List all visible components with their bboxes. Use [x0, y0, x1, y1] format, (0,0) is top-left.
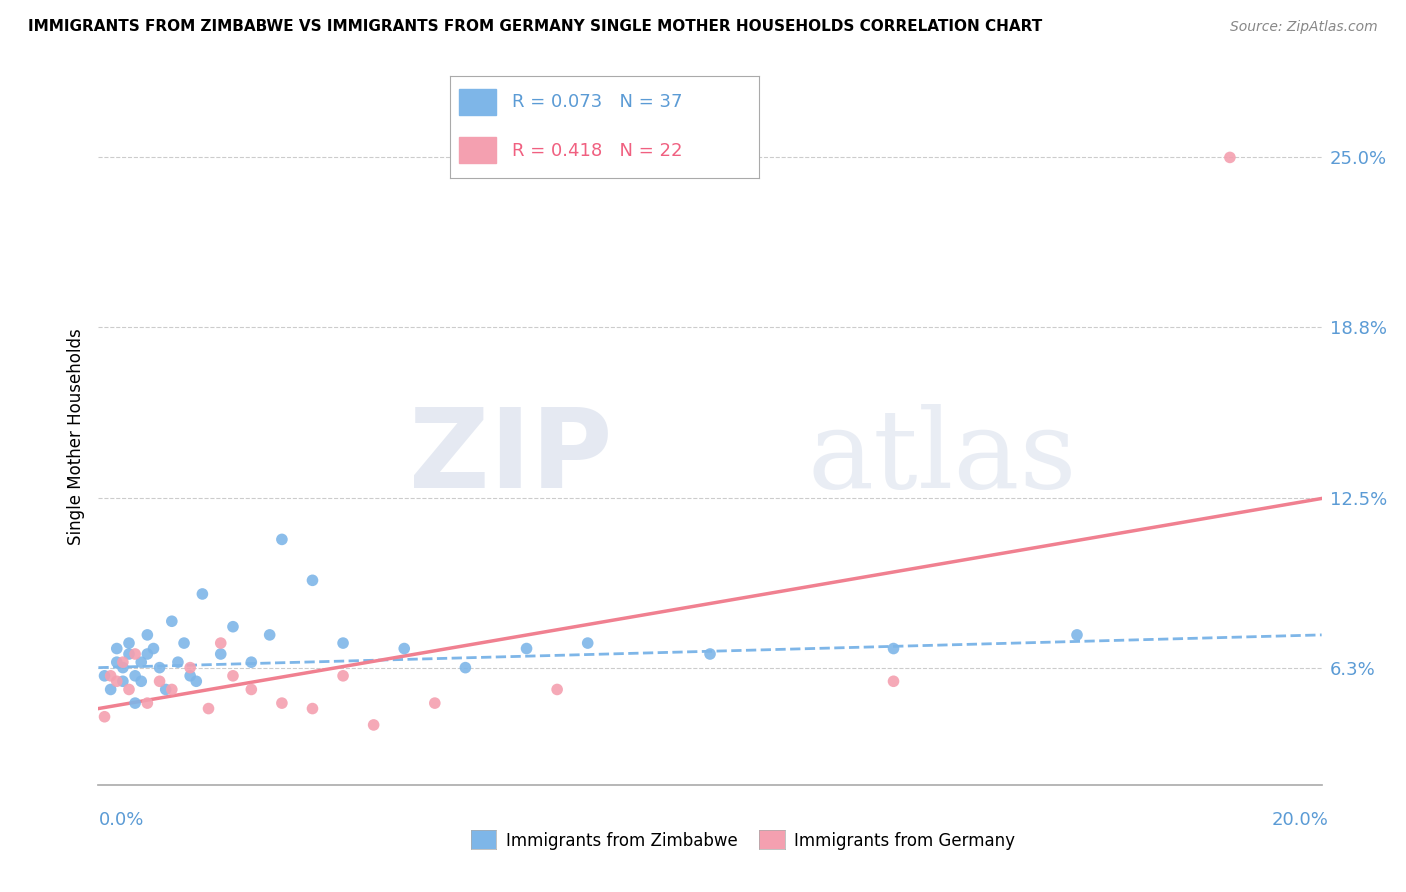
Point [111, 660, 134, 674]
Point [155, 682, 177, 697]
Point [129, 674, 152, 689]
Point [136, 696, 159, 710]
Point [209, 647, 232, 661]
Point [111, 674, 134, 689]
Text: 20.0%: 20.0% [1272, 811, 1329, 829]
Y-axis label: Single Mother Households: Single Mother Households [66, 329, 84, 545]
Point [546, 682, 568, 697]
Point [118, 647, 141, 661]
Text: 0.0%: 0.0% [98, 811, 143, 829]
Point [332, 636, 354, 650]
Point [301, 701, 323, 715]
Point [149, 660, 172, 674]
Point [699, 647, 721, 661]
Point [259, 628, 281, 642]
Point [160, 614, 183, 628]
Point [883, 641, 905, 656]
Point [240, 682, 263, 697]
Point [136, 628, 159, 642]
Point [270, 533, 292, 547]
Point [118, 682, 141, 697]
Point [363, 718, 385, 732]
Text: Immigrants from Germany: Immigrants from Germany [794, 832, 1015, 850]
Point [173, 636, 195, 650]
Point [301, 574, 323, 588]
Point [191, 587, 214, 601]
Point [222, 620, 245, 634]
Point [209, 636, 232, 650]
Point [129, 655, 152, 669]
Point [124, 669, 146, 683]
Point [454, 660, 477, 674]
Point [1066, 628, 1088, 642]
Point [142, 641, 165, 656]
Point [179, 660, 201, 674]
Point [222, 669, 245, 683]
Point [240, 655, 263, 669]
Point [186, 674, 208, 689]
Point [167, 655, 190, 669]
Text: Source: ZipAtlas.com: Source: ZipAtlas.com [1230, 21, 1378, 34]
Point [100, 682, 122, 697]
Bar [460, 137, 496, 163]
Text: atlas: atlas [808, 404, 1077, 511]
Point [105, 674, 128, 689]
Point [332, 669, 354, 683]
Point [516, 641, 538, 656]
Point [93, 710, 115, 724]
Point [124, 696, 146, 710]
Point [124, 647, 146, 661]
Point [1219, 150, 1241, 164]
Point [149, 674, 172, 689]
Point [883, 674, 905, 689]
Bar [460, 89, 496, 115]
Point [100, 669, 122, 683]
Point [136, 647, 159, 661]
Text: Immigrants from Zimbabwe: Immigrants from Zimbabwe [506, 832, 738, 850]
Point [179, 669, 201, 683]
Text: R = 0.418   N = 22: R = 0.418 N = 22 [512, 142, 682, 160]
Point [118, 636, 141, 650]
Text: ZIP: ZIP [409, 404, 612, 511]
Point [111, 655, 134, 669]
Point [197, 701, 219, 715]
Text: IMMIGRANTS FROM ZIMBABWE VS IMMIGRANTS FROM GERMANY SINGLE MOTHER HOUSEHOLDS COR: IMMIGRANTS FROM ZIMBABWE VS IMMIGRANTS F… [28, 20, 1042, 34]
Point [93, 669, 115, 683]
Point [160, 682, 183, 697]
Point [270, 696, 292, 710]
Point [392, 641, 416, 656]
Point [105, 655, 128, 669]
Text: R = 0.073   N = 37: R = 0.073 N = 37 [512, 94, 682, 112]
Point [105, 641, 128, 656]
Point [423, 696, 446, 710]
Point [576, 636, 599, 650]
